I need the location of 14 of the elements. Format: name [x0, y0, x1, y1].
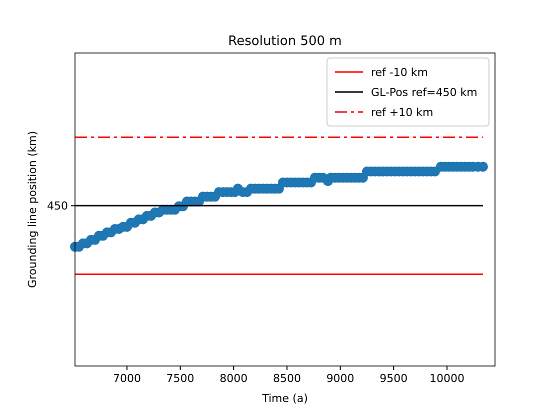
legend-label: ref -10 km — [371, 66, 428, 79]
x-tick-label: 7500 — [166, 372, 194, 385]
text: 450 — [47, 200, 68, 213]
x-axis-title: Time (a) — [261, 392, 308, 405]
x-tick-label: 10000 — [429, 372, 464, 385]
x-tick-label: 8500 — [272, 372, 301, 385]
x-tick-label: 7000 — [112, 372, 141, 385]
x-tick-label: 9500 — [380, 372, 408, 385]
x-tick-label: 8000 — [220, 372, 248, 385]
chart-title: Resolution 500 m — [228, 34, 342, 49]
y-axis-title: Grounding line position (km) — [26, 130, 39, 288]
legend-label: ref +10 km — [371, 106, 434, 119]
x-tick-label: 9000 — [326, 372, 354, 385]
legend-label: GL-Pos ref=450 km — [371, 86, 478, 99]
